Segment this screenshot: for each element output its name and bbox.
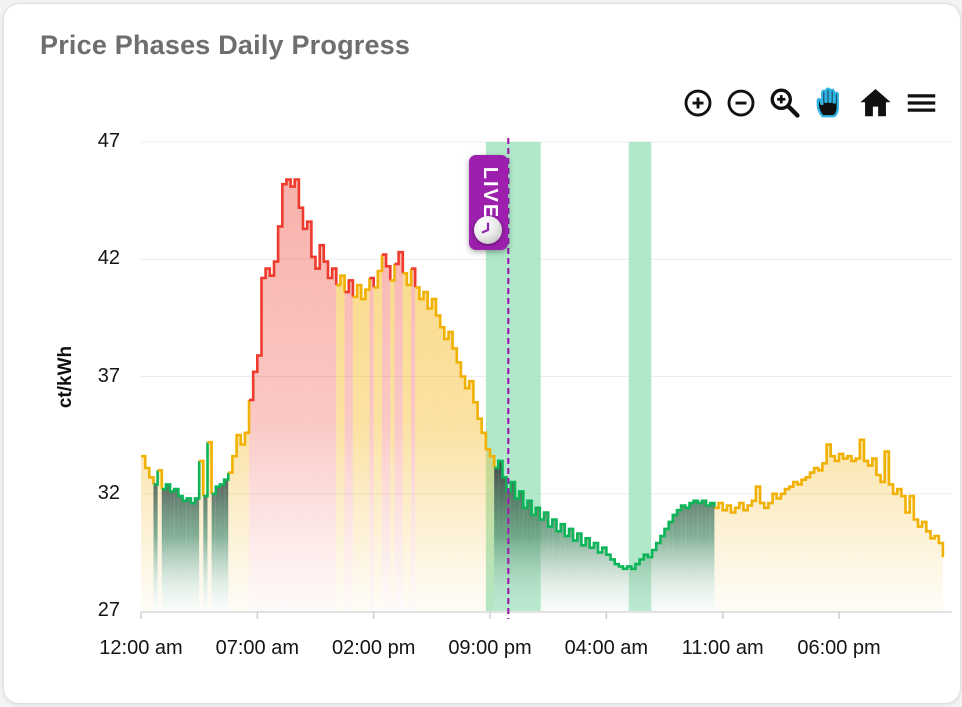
- box-zoom-button[interactable]: [769, 88, 800, 120]
- x-tick-label: 06:00 pm: [797, 637, 881, 659]
- y-tick-label: 32: [97, 481, 120, 504]
- price-step-line: [141, 178, 945, 571]
- y-tick-label: 42: [97, 247, 120, 270]
- home-icon: [859, 86, 892, 122]
- chart-toolbar: [683, 86, 938, 122]
- live-badge: LIVE: [469, 155, 509, 250]
- x-tick-label: 07:00 am: [215, 637, 300, 659]
- box-zoom-icon: [769, 87, 800, 121]
- price-area-fill: [141, 179, 943, 612]
- zoom-in-button[interactable]: [683, 88, 713, 120]
- chart-card: Price Phases Daily Progress: [3, 3, 961, 704]
- pan-button[interactable]: [813, 86, 846, 122]
- zoom-in-icon: [683, 88, 713, 121]
- menu-icon: [905, 88, 938, 121]
- y-axis-title: ct/kWh: [55, 345, 76, 409]
- reset-home-button[interactable]: [859, 88, 892, 120]
- y-tick-label: 37: [97, 364, 120, 387]
- x-axis: [140, 611, 952, 619]
- zoom-out-icon: [726, 88, 756, 121]
- y-tick-label: 47: [97, 130, 120, 152]
- x-tick-label: 11:00 am: [681, 637, 764, 659]
- y-tick-label: 27: [97, 599, 120, 621]
- x-tick-label: 04:00 am: [564, 637, 649, 659]
- live-badge-label: LIVE: [479, 166, 502, 220]
- page-title: Price Phases Daily Progress: [40, 30, 411, 60]
- clock-icon: [474, 216, 503, 244]
- x-tick-label: 12:00 am: [99, 637, 183, 659]
- x-tick-label: 09:00 pm: [448, 637, 532, 659]
- zoom-out-button[interactable]: [726, 88, 756, 120]
- pan-hand-icon: [813, 86, 846, 122]
- x-tick-label: 02:00 pm: [331, 637, 416, 659]
- menu-button[interactable]: [905, 88, 938, 120]
